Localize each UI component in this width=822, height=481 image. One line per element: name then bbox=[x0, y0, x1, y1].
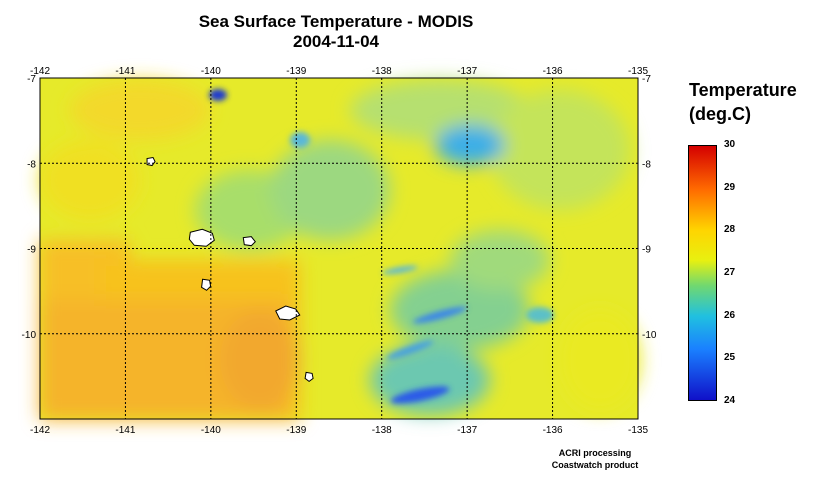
colorbar-tick-label: 28 bbox=[724, 224, 736, 236]
colorbar bbox=[688, 145, 717, 401]
colorbar-tick-label: 25 bbox=[724, 352, 736, 364]
lon-tick-label-top: -138 bbox=[372, 66, 392, 77]
lat-tick-label-left: -8 bbox=[27, 159, 36, 170]
lat-tick-label-left: -9 bbox=[27, 245, 36, 256]
colorbar-tick-label: 26 bbox=[724, 309, 736, 321]
lon-tick-label-top: -136 bbox=[543, 66, 563, 77]
lon-tick-label-bottom: -141 bbox=[115, 425, 135, 436]
island bbox=[242, 236, 256, 247]
islands bbox=[146, 156, 314, 382]
chart-title: Sea Surface Temperature - MODIS bbox=[198, 12, 474, 31]
map-frame bbox=[39, 77, 639, 420]
colorbar-tick-label: 30 bbox=[724, 139, 736, 150]
credit-product: Coastwatch product bbox=[551, 460, 639, 470]
island bbox=[188, 228, 215, 247]
colorbar-tick-label: 24 bbox=[724, 395, 736, 406]
lon-tick-label-top: -140 bbox=[201, 66, 221, 77]
sst-field bbox=[40, 78, 640, 420]
lat-tick-label-left: -10 bbox=[22, 330, 37, 341]
lon-tick-label-bottom: -142 bbox=[30, 425, 50, 436]
axis-labels: -142 -142 -141 -141 -140 -140 -139 -139 -138 -138… bbox=[22, 66, 657, 436]
lon-tick-label-bottom: -135 bbox=[628, 425, 648, 436]
colorbar-title: Temperature bbox=[689, 80, 797, 100]
lat-tick-label-right: -9 bbox=[642, 245, 651, 256]
island bbox=[304, 371, 314, 382]
lat-tick-label-right: -10 bbox=[642, 330, 657, 341]
lon-tick-label-bottom: -140 bbox=[201, 425, 221, 436]
colorbar-tick-label: 29 bbox=[724, 181, 736, 193]
lon-tick-label-top: -141 bbox=[115, 66, 135, 77]
lon-tick-label-bottom: -138 bbox=[372, 425, 392, 436]
island bbox=[275, 305, 301, 321]
graticule bbox=[40, 78, 638, 419]
lon-tick-label-bottom: -139 bbox=[286, 425, 306, 436]
lat-tick-label-right: -8 bbox=[642, 159, 651, 170]
lon-tick-label-top: -135 bbox=[628, 66, 648, 77]
chart-date: 2004-11-04 bbox=[292, 32, 380, 51]
lon-tick-label-top: -137 bbox=[457, 66, 477, 77]
island bbox=[201, 278, 212, 291]
colorbar-unit: (deg.C) bbox=[689, 104, 751, 124]
lon-tick-label-top: -139 bbox=[286, 66, 306, 77]
lon-tick-label-bottom: -136 bbox=[543, 425, 563, 436]
lat-tick-label-right: -7 bbox=[642, 74, 651, 85]
colorbar-tick-label: 27 bbox=[724, 267, 736, 278]
lon-tick-label-bottom: -137 bbox=[457, 425, 477, 436]
credit-processing: ACRI processing bbox=[558, 448, 632, 458]
lon-tick-label-top: -142 bbox=[30, 66, 50, 77]
lat-tick-label-left: -7 bbox=[27, 74, 36, 85]
